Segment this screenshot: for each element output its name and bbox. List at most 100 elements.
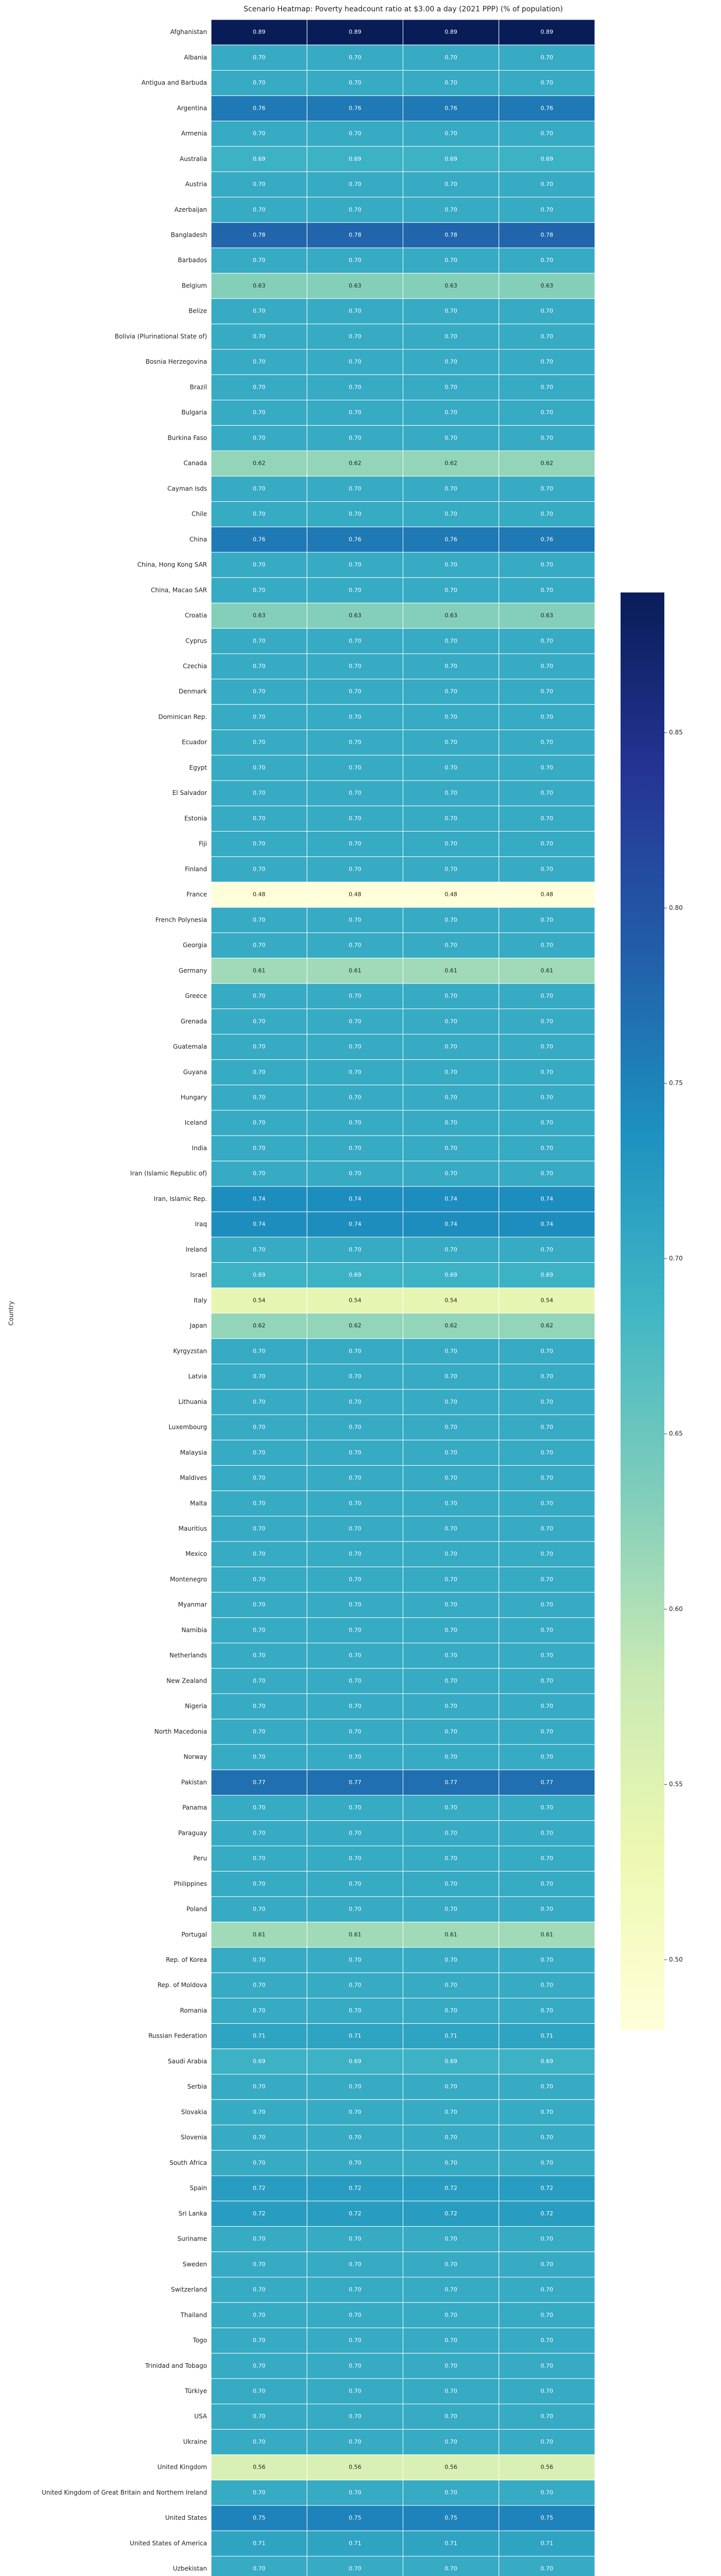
y-tick-label: Albania [184,54,207,61]
heatmap-cell [403,1161,500,1187]
cell-label: 0.70 [444,1424,457,1431]
heatmap-cell [306,2200,403,2227]
heatmap-cell [211,121,307,147]
heatmap-cell [306,2505,403,2531]
heatmap-cell [211,2226,307,2252]
heatmap-cell [211,1719,307,1745]
cell-label: 0.70 [253,1120,266,1126]
cell-label: 0.70 [444,511,457,517]
cell-label: 0.70 [253,2413,266,2420]
heatmap-cell [211,146,307,172]
cell-label: 0.70 [444,1677,457,1684]
heatmap-cell [306,805,403,832]
heatmap-cell [403,2023,500,2049]
cell-label: 0.70 [541,1829,554,1836]
heatmap-cell [306,1059,403,1086]
y-tick-label: Uzbekistan [173,2565,207,2572]
cell-label: 0.70 [444,1475,457,1481]
y-tick-label: Barbados [178,257,207,264]
cell-label: 0.48 [253,891,266,898]
cell-label: 0.70 [349,2337,362,2344]
heatmap-cell [306,349,403,375]
cell-label: 0.70 [444,1626,457,1633]
heatmap-cell [211,628,307,654]
cell-label: 0.70 [541,739,554,745]
heatmap-cell [306,1084,403,1111]
cell-label: 0.71 [253,2032,266,2039]
cell-label: 0.70 [444,2438,457,2445]
cell-label: 0.70 [349,1246,362,1253]
heatmap-cell [499,19,595,45]
cell-label: 0.70 [253,1018,266,1025]
heatmap-cell [499,602,595,629]
cell-label: 0.70 [253,181,266,188]
heatmap-cell [499,121,595,147]
cell-label: 0.72 [253,2210,266,2217]
heatmap-cell [403,19,500,45]
cell-label: 0.70 [541,359,554,365]
cell-label: 0.76 [253,105,266,111]
y-tick-label: Türkiye [184,2387,207,2395]
heatmap-cell [499,1566,595,1593]
cell-label: 0.69 [349,156,362,162]
cell-label: 0.70 [444,840,457,847]
cell-label: 0.70 [253,308,266,314]
y-tick-label: Fiji [199,840,207,848]
cell-label: 0.70 [541,1880,554,1887]
cell-label: 0.70 [253,2362,266,2369]
cell-label: 0.72 [444,2210,457,2217]
heatmap-cell [306,2125,403,2151]
cell-label: 0.70 [541,2565,554,2572]
cell-label: 0.70 [349,1094,362,1101]
cell-label: 0.70 [253,1601,266,1608]
heatmap-cell [306,2378,403,2404]
heatmap-cell [499,501,595,528]
cell-label: 0.70 [444,308,457,314]
cell-label: 0.70 [541,2286,554,2293]
heatmap-cell [211,349,307,375]
cell-label: 0.70 [541,1069,554,1075]
cell-label: 0.70 [541,587,554,594]
heatmap-cell [499,1439,595,1466]
cell-label: 0.70 [444,637,457,644]
y-tick-label: Bangladesh [171,231,207,239]
cell-label: 0.56 [541,2464,554,2470]
cell-label: 0.70 [349,993,362,999]
heatmap-cell [499,2277,595,2303]
cell-label: 0.61 [444,967,457,974]
cell-label: 0.62 [541,460,554,467]
heatmap-cell [211,577,307,603]
cell-label: 0.61 [444,1931,457,1938]
heatmap-cell [211,2074,307,2100]
heatmap-cell [306,1338,403,1364]
cell-label: 0.70 [541,1551,554,1557]
heatmap-cell [499,1922,595,1948]
cell-label: 0.70 [444,2134,457,2141]
heatmap-cell [306,501,403,528]
cell-label: 0.70 [541,434,554,441]
cell-label: 0.70 [444,2388,457,2395]
y-tick-label: Denmark [179,688,207,695]
heatmap-cell [403,1338,500,1364]
cell-label: 0.70 [444,54,457,61]
cell-label: 0.70 [541,2489,554,2496]
heatmap-cell [211,1236,307,1263]
heatmap-cell [499,450,595,477]
cell-label: 0.70 [349,1703,362,1709]
heatmap-cell [499,882,595,908]
y-tick-label: Latvia [188,1373,207,1380]
cell-label: 0.70 [349,511,362,517]
cell-label: 0.70 [349,1069,362,1075]
heatmap-cell [499,1490,595,1517]
cell-label: 0.70 [349,790,362,796]
y-tick-label: Egypt [189,764,207,771]
cell-label: 0.70 [444,2489,457,2496]
heatmap-cell [306,44,403,71]
y-tick-label: United States [165,2514,207,2521]
y-tick-label: Slovakia [181,2108,207,2115]
heatmap-cell [499,1693,595,1720]
cell-label: 0.70 [253,2337,266,2344]
y-tick-label: Poland [186,1906,207,1913]
heatmap-cell [211,679,307,705]
cell-label: 0.70 [444,714,457,720]
